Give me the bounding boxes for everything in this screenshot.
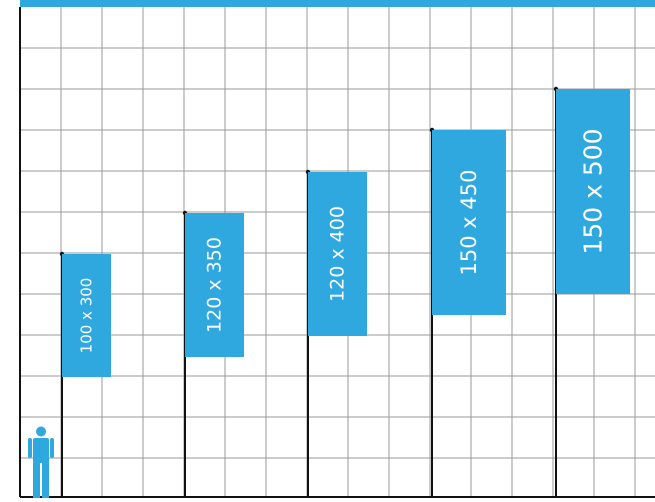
flag-size-label: 150 x 500 [579, 128, 608, 254]
person-right-arm [50, 438, 54, 458]
person-right-leg [42, 462, 49, 498]
flag-banner [62, 254, 111, 377]
top-banner [20, 0, 655, 7]
flag-banner [556, 89, 630, 294]
flag-size-label: 150 x 450 [457, 170, 481, 276]
flag-group: 100 x 300 120 x 350 120 x 400 150 x 450 150 … [59, 86, 630, 497]
person-head [36, 426, 46, 437]
flag-size-label: 100 x 300 [78, 278, 96, 354]
person-left-leg [33, 462, 40, 498]
flag-size-label: 120 x 350 [204, 237, 226, 333]
flag-banner [185, 213, 244, 357]
flag-banner [308, 172, 367, 336]
person-body [33, 438, 49, 463]
flag-size-label: 120 x 400 [327, 206, 349, 302]
flag-banner [432, 130, 506, 315]
person-left-arm [28, 438, 32, 458]
person-icon [28, 426, 54, 498]
